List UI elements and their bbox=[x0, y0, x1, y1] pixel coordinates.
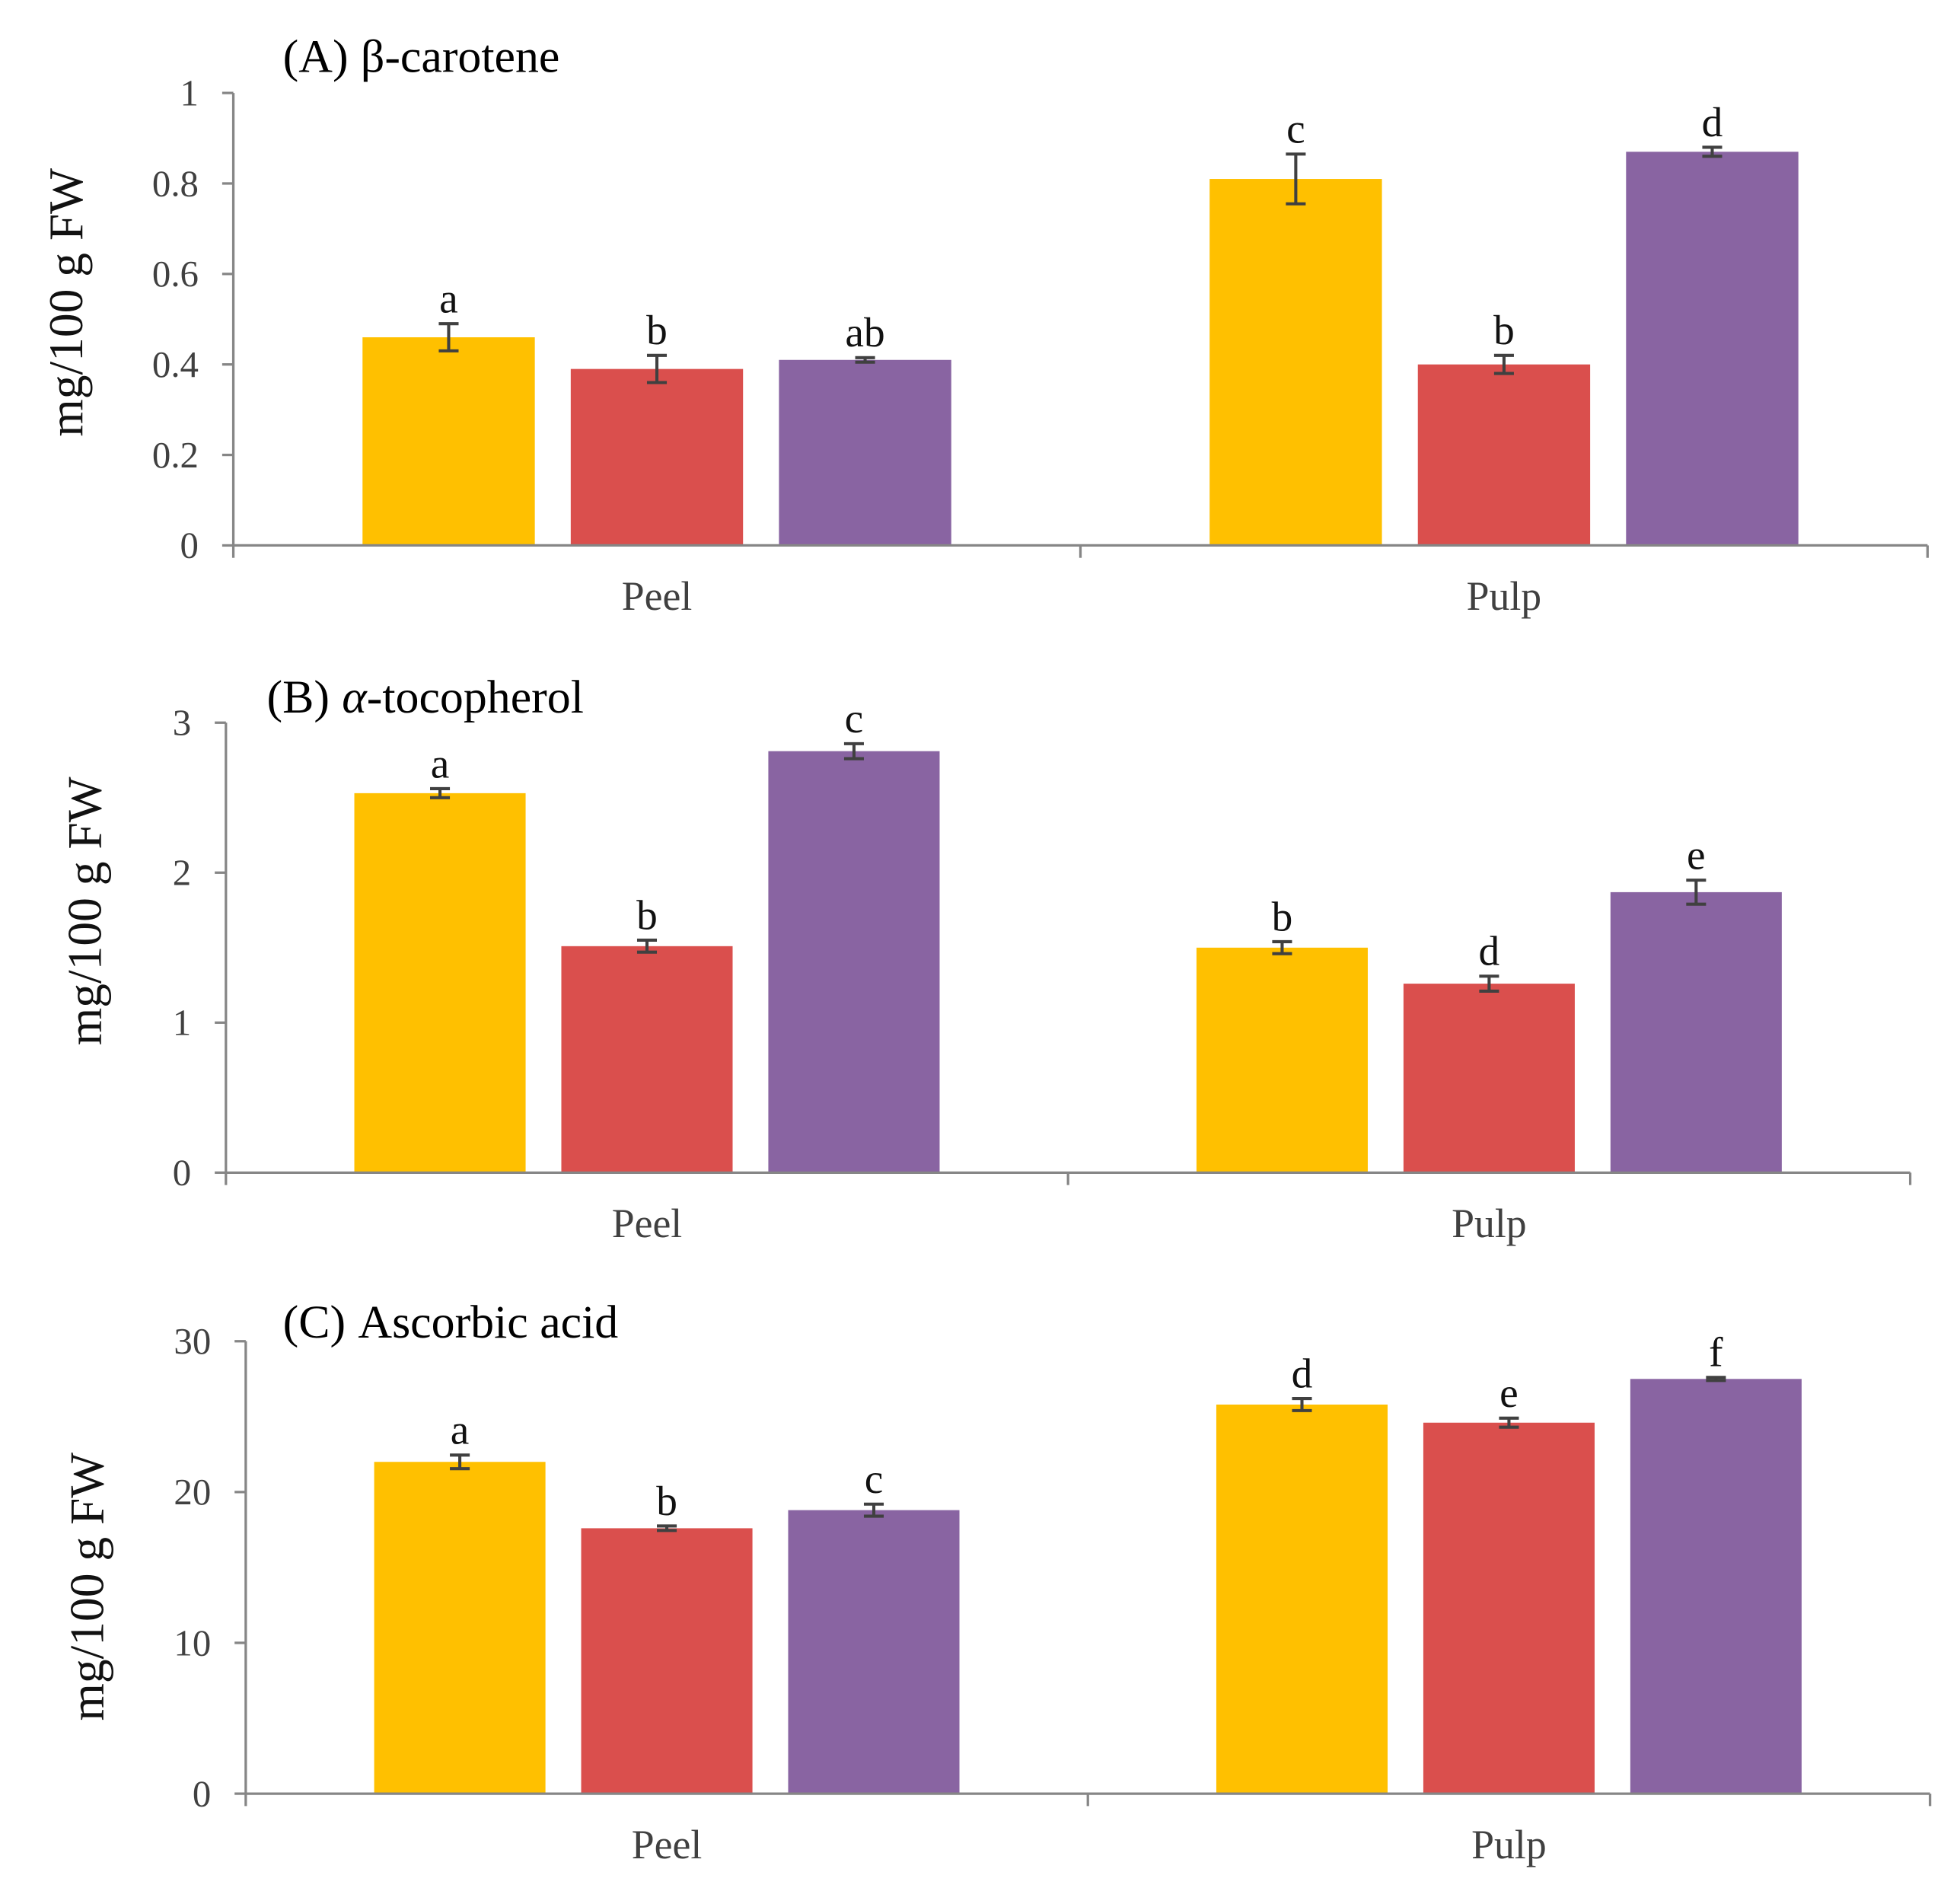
chart-b-error-bar-1-2 bbox=[636, 938, 658, 954]
chart-b-error-bar-2-2 bbox=[1479, 974, 1499, 993]
chart-a-title: (A) β-carotene bbox=[283, 30, 560, 82]
chart-a-bar-2-3 bbox=[1626, 151, 1799, 546]
chart-c-error-bar-2-2 bbox=[1499, 1416, 1519, 1429]
chart-a-significance-letter-1-1: a bbox=[439, 276, 458, 322]
chart-b-error-bar-2-3 bbox=[1686, 879, 1707, 906]
chart-c-title: (C) Ascorbic acid bbox=[283, 1296, 619, 1348]
chart-c-bar-1-1 bbox=[374, 1462, 546, 1794]
chart-c-bar-2-1 bbox=[1216, 1404, 1388, 1794]
chart-b-title-prefix: (B) bbox=[267, 671, 330, 723]
chart-a-error-bar-2-3 bbox=[1702, 145, 1723, 158]
chart-c-significance-letter-1-3: c bbox=[865, 1456, 884, 1502]
chart-c-y-axis-label: mg/100 g FW bbox=[60, 1453, 114, 1721]
chart-c-significance-letter-2-1: d bbox=[1292, 1350, 1313, 1396]
chart-c-error-bar-1-2 bbox=[657, 1524, 677, 1532]
chart-b-y-axis-label: mg/100 g FW bbox=[57, 777, 111, 1045]
chart-a-ytick-label-1: 0.2 bbox=[152, 434, 199, 476]
chart-c-ytick-label-0: 0 bbox=[193, 1772, 211, 1814]
chart-c-significance-letter-2-3: f bbox=[1709, 1329, 1723, 1376]
chart-b: a b b d c e 0 1 2 3 Peel Pulp mg/100 g FW (B) α-tocoph… bbox=[57, 671, 1912, 1246]
chart-a-category-label-1: Peel bbox=[622, 573, 693, 619]
chart-b-significance-letter-1-1: a bbox=[431, 740, 450, 786]
chart-a-bar-1-3 bbox=[779, 359, 951, 546]
chart-a-bar-2-1 bbox=[1209, 179, 1382, 546]
chart-a-ytick-label-2: 0.4 bbox=[152, 343, 199, 385]
chart-b-category-label-1: Peel bbox=[612, 1201, 683, 1246]
chart-a-significance-letter-2-1: c bbox=[1286, 106, 1305, 152]
chart-a-ytick-label-3: 0.6 bbox=[152, 253, 199, 295]
chart-c-category-label-2: Pulp bbox=[1471, 1822, 1547, 1867]
chart-c: a d b e c f 0 10 20 30 Peel Pulp mg/100 g FW (C) Ascor… bbox=[60, 1296, 1932, 1867]
chart-a-error-bar-1-2 bbox=[646, 353, 668, 384]
chart-a-title-text: -carotene bbox=[384, 30, 559, 82]
chart-b-significance-letter-2-1: b bbox=[1272, 893, 1293, 939]
chart-a-error-bar-1-1 bbox=[438, 322, 459, 352]
chart-a-category-label-2: Pulp bbox=[1467, 573, 1542, 619]
chart-a-bar-1-1 bbox=[362, 337, 535, 546]
chart-a-y-axis-label: mg/100 g FW bbox=[39, 168, 93, 437]
chart-c-bar-2-2 bbox=[1423, 1422, 1595, 1794]
chart-a-error-bar-1-3 bbox=[855, 356, 875, 364]
chart-a-title-symbol: β bbox=[361, 30, 384, 82]
chart-a-ytick-label-5: 1 bbox=[180, 72, 199, 113]
chart-c-bar-2-3 bbox=[1630, 1379, 1802, 1794]
chart-b-significance-letter-1-2: b bbox=[636, 891, 658, 938]
chart-b-title: (B) α-tocopherol bbox=[267, 671, 584, 723]
chart-a-bar-1-2 bbox=[570, 368, 744, 546]
chart-c-bar-1-3 bbox=[788, 1510, 960, 1794]
chart-b-title-symbol: α bbox=[342, 671, 368, 723]
chart-b-bar-2-2 bbox=[1403, 984, 1575, 1173]
chart-b-ytick-label-2: 2 bbox=[173, 852, 191, 894]
chart-c-category-label-1: Peel bbox=[632, 1822, 703, 1867]
chart-b-significance-letter-2-3: e bbox=[1687, 831, 1706, 878]
chart-a-significance-letter-1-2: b bbox=[646, 307, 668, 353]
chart-b-bar-1-1 bbox=[354, 793, 526, 1173]
chart-b-bar-2-1 bbox=[1196, 947, 1368, 1173]
chart-a-error-bar-2-2 bbox=[1493, 353, 1514, 375]
chart-c-significance-letter-1-1: a bbox=[451, 1407, 470, 1453]
chart-a-significance-letter-1-3: ab bbox=[845, 309, 884, 356]
chart-b-bar-1-3 bbox=[768, 751, 940, 1173]
chart-b-error-bar-1-3 bbox=[843, 742, 864, 761]
chart-a-ytick-label-4: 0.8 bbox=[152, 162, 199, 204]
chart-c-error-bar-2-3 bbox=[1706, 1376, 1726, 1383]
chart-a-ytick-label-0: 0 bbox=[180, 525, 199, 566]
chart-c-error-bar-1-1 bbox=[450, 1453, 470, 1471]
chart-b-category-label-2: Pulp bbox=[1452, 1201, 1527, 1246]
chart-b-bar-2-3 bbox=[1610, 891, 1782, 1173]
chart-b-ytick-label-3: 3 bbox=[173, 702, 191, 744]
chart-c-ytick-label-2: 20 bbox=[174, 1471, 211, 1513]
chart-b-ytick-label-0: 0 bbox=[173, 1152, 191, 1194]
chart-c-error-bar-2-1 bbox=[1292, 1397, 1312, 1412]
chart-c-ytick-label-3: 30 bbox=[174, 1320, 211, 1362]
chart-b-significance-letter-2-2: d bbox=[1479, 928, 1500, 974]
chart-a-error-bar-2-1 bbox=[1286, 152, 1306, 206]
chart-c-ytick-label-1: 10 bbox=[174, 1622, 211, 1663]
chart-c-error-bar-1-3 bbox=[863, 1502, 884, 1518]
chart-c-bar-1-2 bbox=[581, 1528, 753, 1794]
chart-a: a c b b ab d 0 0.2 0.4 0.6 0.8 1 Peel Pulp mg/100 g FW… bbox=[39, 30, 1930, 619]
chart-b-error-bar-1-1 bbox=[430, 786, 451, 799]
chart-b-significance-letter-1-3: c bbox=[845, 695, 864, 742]
chart-a-significance-letter-2-2: b bbox=[1493, 307, 1515, 353]
chart-c-significance-letter-1-2: b bbox=[656, 1478, 677, 1524]
chart-a-bar-2-2 bbox=[1417, 364, 1591, 546]
chart-c-significance-letter-2-2: e bbox=[1499, 1370, 1519, 1416]
chart-a-title-prefix: (A) bbox=[283, 30, 349, 82]
chart-b-error-bar-2-1 bbox=[1272, 939, 1292, 955]
chart-a-significance-letter-2-3: d bbox=[1702, 99, 1723, 145]
chart-b-bar-1-2 bbox=[561, 946, 733, 1173]
chart-c-title-text: Ascorbic acid bbox=[358, 1296, 618, 1348]
chart-b-ytick-label-1: 1 bbox=[173, 1002, 191, 1044]
chart-c-title-prefix: (C) bbox=[283, 1296, 346, 1348]
chart-b-title-text: -tocopherol bbox=[367, 671, 584, 723]
